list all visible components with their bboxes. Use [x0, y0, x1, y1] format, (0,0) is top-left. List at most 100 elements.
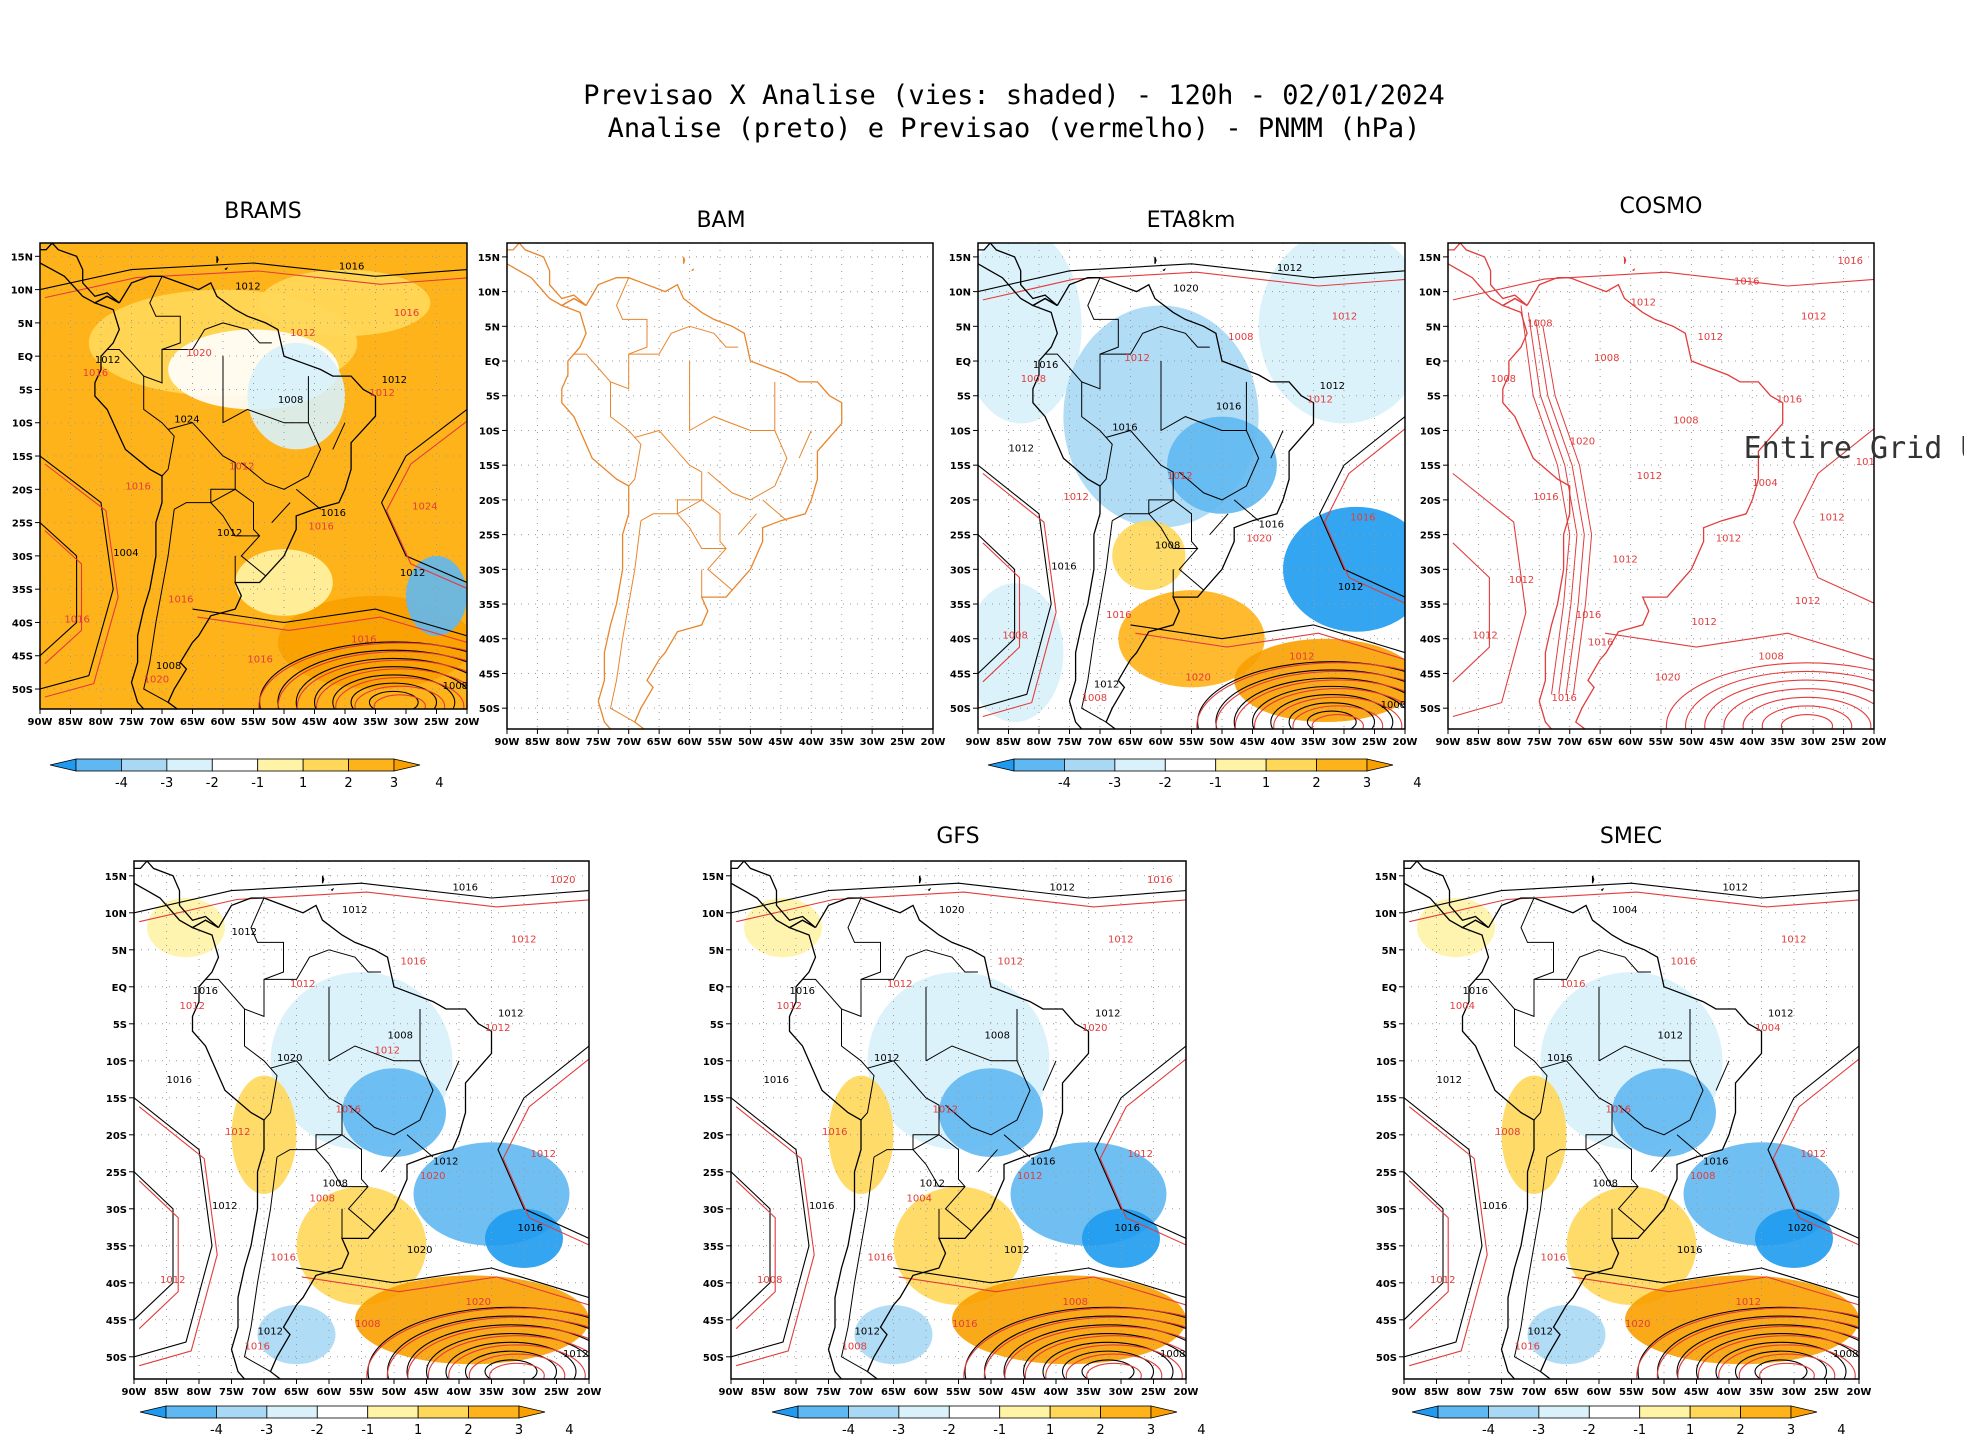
forecast-isobar [1196, 662, 1405, 729]
forecast-isobar [1527, 312, 1578, 695]
contour-label: 1020 [1185, 672, 1210, 683]
lon-label: 50W [382, 1387, 407, 1398]
forecast-isobar [1665, 662, 1874, 729]
lat-label: 10N [11, 286, 33, 297]
forecast-isobar [1604, 632, 1874, 661]
lat-label: 10S [479, 426, 500, 437]
colorbar-segment [1215, 758, 1267, 772]
colorbar-tick-label: -2 [206, 776, 219, 791]
contour-label: 1012 [400, 568, 425, 579]
contour-label: 1012 [887, 979, 912, 990]
contour-label: 1012 [1795, 596, 1820, 607]
coastline [190, 897, 493, 1379]
lat-label: 10S [703, 1057, 724, 1068]
lat-label: 50S [703, 1353, 724, 1364]
forecast-isobar [1452, 473, 1527, 718]
coastline-central-america [1448, 243, 1528, 307]
colorbar-segment [417, 1405, 469, 1419]
forecast-isobar [139, 891, 589, 923]
lat-label: 20S [703, 1131, 724, 1142]
island-outline [881, 850, 894, 854]
lat-label: 35S [703, 1242, 724, 1253]
contour-label: 1004 [907, 1193, 932, 1204]
analysis-isobar [425, 1333, 589, 1379]
bias-patch [1612, 1068, 1716, 1157]
contour-label: 1008 [1381, 700, 1406, 711]
lat-label: 5N [485, 322, 500, 333]
colorbar-segment [797, 1405, 849, 1419]
lon-label: 40W [799, 737, 824, 748]
contour-label: 1012 [1338, 582, 1363, 593]
lon-label: 50W [272, 717, 297, 728]
lon-label: 90W [28, 717, 53, 728]
colorbar-tick-label: -1 [251, 776, 264, 791]
analysis-isobar [1404, 1171, 1444, 1321]
colorbar-tick-label: -3 [1108, 776, 1121, 791]
lon-label: 55W [241, 717, 266, 728]
contour-label: 1008 [310, 1193, 335, 1204]
colorbar-tick-label: 3 [1147, 1423, 1155, 1436]
contour-label: 1008 [1593, 1179, 1618, 1190]
lat-label: 10N [1375, 909, 1397, 920]
colorbar-gfs: -4 -3 -2 -1 1 2 3 4 [771, 1405, 1206, 1436]
contour-label: 1020 [1082, 1023, 1107, 1034]
lat-label: 35S [1420, 600, 1441, 611]
bias-patch [1258, 243, 1405, 424]
colorbar-segment [1100, 1405, 1152, 1419]
lat-label: 15S [479, 461, 500, 472]
lat-label: 25S [106, 1168, 127, 1179]
country-border [610, 277, 648, 390]
country-border [1105, 429, 1174, 522]
country-border [1611, 1134, 1645, 1232]
lat-label: 40S [1420, 635, 1441, 646]
island-outline [1545, 222, 1575, 236]
map-area-p5: 1016 1012 1012 1012 1008 1012 1008 1012 1016 1020… [134, 861, 589, 1379]
lon-label: 60W [1149, 737, 1174, 748]
analysis-isobar [731, 882, 1186, 914]
colorbar-segment [1639, 1405, 1691, 1419]
forecast-isobar [138, 1180, 179, 1330]
forecast-isobar [335, 676, 465, 709]
forecast-isobar [1024, 1335, 1186, 1379]
colorbar-segment [1049, 1405, 1101, 1419]
colorbar-tick-label: -4 [1482, 1423, 1495, 1436]
analysis-isobar [978, 534, 1016, 674]
forecast-isobar [1254, 688, 1405, 729]
contour-label: 1012 [1631, 297, 1656, 308]
figure-title-line2: Analise (preto) e Previsao (vermelho) - … [608, 113, 1421, 144]
contour-label: 1012 [235, 282, 260, 293]
lat-label: 5N [1382, 946, 1397, 957]
country-border [762, 499, 788, 522]
contour-label: 1012 [1509, 575, 1534, 586]
lon-label: 70W [252, 1387, 277, 1398]
colorbar-tick-label: -1 [993, 1423, 1006, 1436]
forecast-isobar [1408, 1180, 1449, 1330]
forecast-isobar [982, 473, 1057, 718]
colorbar-segment [1411, 1405, 1439, 1419]
contour-label: 1020 [407, 1245, 432, 1256]
forecast-isobar [736, 891, 1186, 923]
colorbar-segment [393, 758, 421, 772]
forecast-isobar [1409, 891, 1859, 923]
colorbar-tick-label: 2 [1312, 776, 1320, 791]
lon-label: 30W [1332, 737, 1357, 748]
contour-label: 1016 [64, 614, 89, 625]
country-border [243, 1156, 278, 1373]
island-outline [216, 256, 219, 264]
lat-label: 45S [703, 1316, 724, 1327]
forecast-isobar [898, 1276, 1186, 1306]
contour-label: 1016 [168, 594, 193, 605]
lat-label: 30S [1376, 1205, 1397, 1216]
lat-label: 15N [1375, 872, 1397, 883]
coastline [1501, 277, 1784, 729]
analysis-isobar [1404, 882, 1859, 914]
lon-label: 45W [1011, 1387, 1036, 1398]
coastline-central-america [134, 861, 219, 929]
lon-label: 70W [849, 1387, 874, 1398]
lon-label: 50W [1210, 737, 1235, 748]
coastline [560, 277, 843, 729]
analysis-isobar [484, 1359, 538, 1379]
forecast-isobar [502, 1058, 589, 1246]
country-border [143, 276, 181, 384]
forecast-isobar [489, 1362, 545, 1379]
